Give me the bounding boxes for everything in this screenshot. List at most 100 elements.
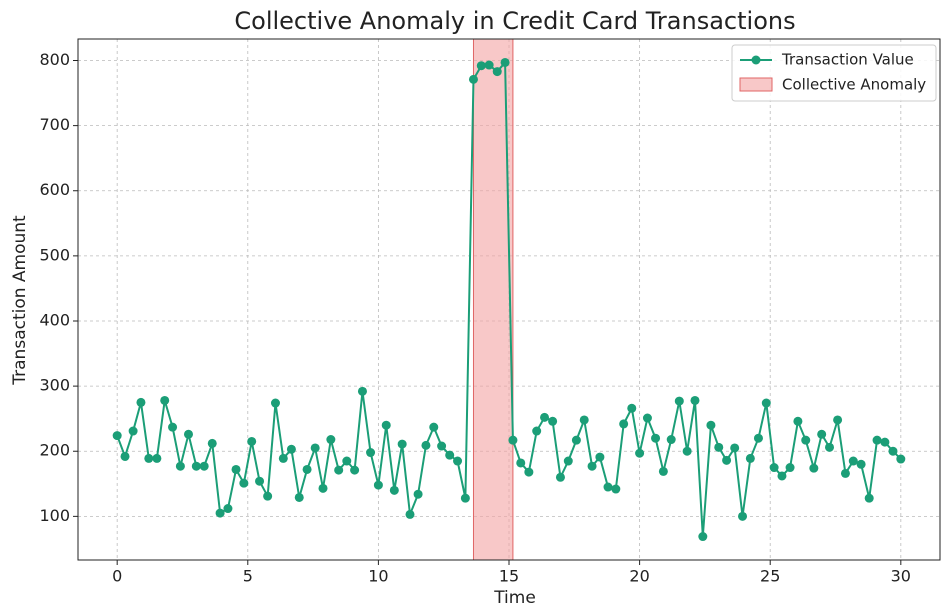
chart-title: Collective Anomaly in Credit Card Transa… xyxy=(234,7,795,35)
point xyxy=(864,493,874,503)
point xyxy=(366,448,376,458)
point xyxy=(579,415,589,425)
point xyxy=(144,453,154,463)
point xyxy=(500,57,510,67)
point xyxy=(682,446,692,456)
x-axis-label: Time xyxy=(493,588,536,606)
y-tick-label: 500 xyxy=(39,245,70,264)
point xyxy=(334,465,344,475)
point xyxy=(168,422,178,432)
point xyxy=(548,416,558,426)
point xyxy=(563,456,573,466)
point xyxy=(294,492,304,502)
point xyxy=(833,415,843,425)
point xyxy=(318,483,328,493)
point xyxy=(651,433,661,443)
point xyxy=(429,422,439,432)
point xyxy=(603,482,613,492)
point xyxy=(753,433,763,443)
point xyxy=(761,398,771,408)
point xyxy=(128,426,138,436)
y-tick-label: 100 xyxy=(39,506,70,525)
point xyxy=(468,74,478,84)
point xyxy=(223,504,233,514)
x-tick-label: 0 xyxy=(112,567,122,586)
point xyxy=(413,489,423,499)
point xyxy=(286,444,296,454)
point xyxy=(880,437,890,447)
point xyxy=(769,463,779,473)
legend-label: Collective Anomaly xyxy=(782,76,926,94)
series-line xyxy=(116,59,902,537)
point xyxy=(183,429,193,439)
plot-frame xyxy=(77,38,941,561)
point xyxy=(698,532,708,542)
point xyxy=(611,484,621,494)
point xyxy=(231,464,241,474)
point xyxy=(730,443,740,453)
point xyxy=(642,413,652,423)
point xyxy=(516,458,526,468)
point xyxy=(270,398,280,408)
point xyxy=(445,450,455,460)
point xyxy=(619,419,629,429)
x-tick-label: 15 xyxy=(499,567,519,586)
point xyxy=(627,403,637,413)
point xyxy=(373,480,383,490)
point xyxy=(571,435,581,445)
point xyxy=(278,453,288,463)
point xyxy=(856,459,866,469)
point xyxy=(555,472,565,482)
point xyxy=(793,416,803,426)
point xyxy=(152,453,162,463)
point xyxy=(175,461,185,471)
point xyxy=(453,456,463,466)
point xyxy=(405,509,415,519)
point xyxy=(421,440,431,450)
x-tick-label: 10 xyxy=(368,567,388,586)
x-tick-label: 5 xyxy=(243,567,253,586)
point xyxy=(801,435,811,445)
point xyxy=(350,465,360,475)
point xyxy=(540,412,550,422)
point xyxy=(357,386,367,396)
legend-label: Transaction Value xyxy=(781,51,914,69)
point xyxy=(381,420,391,430)
point xyxy=(674,396,684,406)
point xyxy=(476,61,486,71)
legend-swatch xyxy=(739,77,773,92)
point xyxy=(587,461,597,471)
point xyxy=(492,67,502,77)
point xyxy=(635,448,645,458)
y-tick-label: 400 xyxy=(39,310,70,329)
y-tick-label: 300 xyxy=(39,376,70,395)
point xyxy=(326,435,336,445)
point xyxy=(397,439,407,449)
point xyxy=(825,442,835,452)
point xyxy=(247,436,257,446)
point xyxy=(310,443,320,453)
y-tick-label: 700 xyxy=(39,115,70,134)
point xyxy=(437,441,447,451)
point xyxy=(524,467,534,477)
point xyxy=(342,456,352,466)
point xyxy=(840,468,850,478)
point xyxy=(389,485,399,495)
x-tick-label: 25 xyxy=(760,567,780,586)
point xyxy=(120,451,130,461)
point xyxy=(706,420,716,430)
point xyxy=(255,476,265,486)
point xyxy=(785,463,795,473)
point xyxy=(848,456,858,466)
point xyxy=(508,435,518,445)
x-tick-label: 30 xyxy=(891,567,911,586)
y-axis-label: Transaction Amount xyxy=(10,215,30,386)
point xyxy=(484,60,494,70)
point xyxy=(191,461,201,471)
point xyxy=(714,442,724,452)
point xyxy=(745,453,755,463)
x-tick-label: 20 xyxy=(629,567,649,586)
legend-marker xyxy=(751,55,761,65)
point xyxy=(872,435,882,445)
